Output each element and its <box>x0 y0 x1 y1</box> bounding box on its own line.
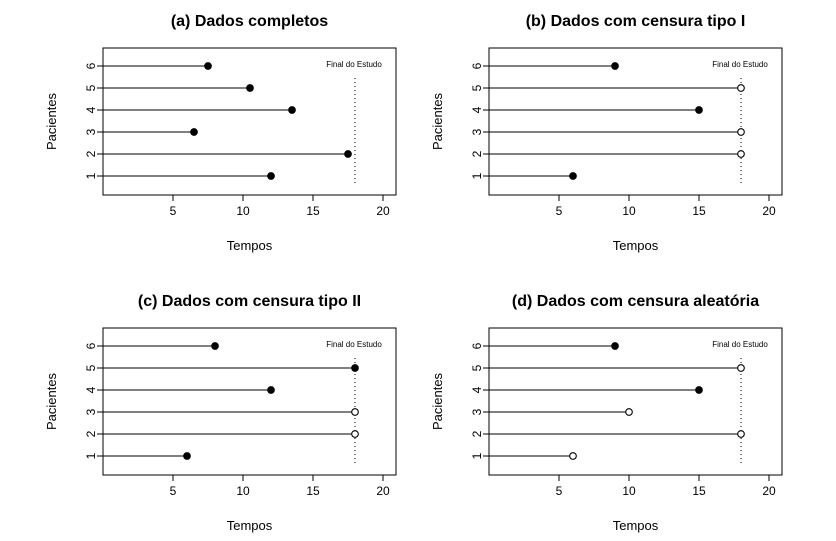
x-tick-label: 10 <box>622 484 636 498</box>
event-point <box>204 62 212 70</box>
event-point <box>695 386 703 394</box>
panel-title: (d) Dados com censura aleatória <box>512 293 759 310</box>
panel-title: (c) Dados com censura tipo II <box>138 293 361 310</box>
study-end-annotation: Final do Estudo <box>712 60 768 69</box>
panel-4: (d) Dados com censura aleatória 5 10 15 20 1 2… <box>430 293 783 533</box>
y-tick-label: 6 <box>84 342 98 349</box>
plot-frame <box>102 327 397 476</box>
x-tick-label: 20 <box>762 484 776 498</box>
x-tick-label: 15 <box>306 204 320 218</box>
y-tick-label: 5 <box>470 364 484 371</box>
x-tick-label: 10 <box>236 204 250 218</box>
y-tick-label: 1 <box>84 452 98 459</box>
study-end-annotation: Final do Estudo <box>326 60 382 69</box>
x-tick-label: 10 <box>236 484 250 498</box>
x-tick-label: 5 <box>170 204 177 218</box>
y-tick-label: 2 <box>84 430 98 437</box>
y-tick-label: 6 <box>470 342 484 349</box>
y-tick-label: 6 <box>470 62 484 69</box>
y-tick-label: 1 <box>84 172 98 179</box>
x-tick-label: 15 <box>692 484 706 498</box>
event-point <box>344 150 352 158</box>
y-tick-label: 1 <box>470 452 484 459</box>
x-axis-label: Tempos <box>613 238 659 253</box>
x-tick-label: 20 <box>376 484 390 498</box>
event-point <box>183 452 191 460</box>
y-tick-label: 3 <box>84 408 98 415</box>
y-axis-label: Pacientes <box>430 92 445 150</box>
censored-point <box>737 430 745 438</box>
x-tick-label: 10 <box>622 204 636 218</box>
y-axis-label: Pacientes <box>44 372 59 430</box>
study-end-annotation: Final do Estudo <box>326 340 382 349</box>
y-tick-label: 5 <box>84 364 98 371</box>
censored-point <box>625 408 633 416</box>
x-tick-label: 5 <box>556 484 563 498</box>
panel-2: (b) Dados com censura tipo I 5 10 15 20 1 2 3 4 5… <box>430 13 783 253</box>
plot-frame <box>488 327 783 476</box>
y-axis-label: Pacientes <box>44 92 59 150</box>
y-tick-label: 3 <box>470 128 484 135</box>
censored-point <box>737 364 745 372</box>
event-point <box>267 172 275 180</box>
x-tick-label: 15 <box>692 204 706 218</box>
x-tick-label: 15 <box>306 484 320 498</box>
event-point <box>695 106 703 114</box>
y-tick-label: 4 <box>84 386 98 393</box>
y-tick-label: 3 <box>84 128 98 135</box>
x-axis-label: Tempos <box>227 518 273 533</box>
event-point <box>288 106 296 114</box>
censored-point <box>351 408 359 416</box>
y-tick-label: 6 <box>84 62 98 69</box>
plot-frame <box>102 47 397 196</box>
censored-point <box>351 430 359 438</box>
x-tick-label: 5 <box>556 204 563 218</box>
x-tick-label: 20 <box>762 204 776 218</box>
event-point <box>611 342 619 350</box>
censored-point <box>737 84 745 92</box>
y-tick-label: 5 <box>470 84 484 91</box>
panel-title: (b) Dados com censura tipo I <box>526 13 746 30</box>
event-point <box>611 62 619 70</box>
panel-1: (a) Dados completos 5 10 15 20 1 2 3 4 5 6 Tempos Pa… <box>44 13 397 253</box>
y-tick-label: 3 <box>470 408 484 415</box>
panel-title: (a) Dados completos <box>171 13 328 30</box>
event-point <box>351 364 359 372</box>
y-tick-label: 5 <box>84 84 98 91</box>
censored-point <box>569 452 577 460</box>
x-axis-label: Tempos <box>613 518 659 533</box>
y-tick-label: 2 <box>84 150 98 157</box>
study-end-annotation: Final do Estudo <box>712 340 768 349</box>
plot-frame <box>488 47 783 196</box>
y-tick-label: 4 <box>470 386 484 393</box>
x-tick-label: 5 <box>170 484 177 498</box>
y-axis-label: Pacientes <box>430 372 445 430</box>
y-tick-label: 2 <box>470 430 484 437</box>
event-point <box>211 342 219 350</box>
y-tick-label: 2 <box>470 150 484 157</box>
event-point <box>569 172 577 180</box>
y-tick-label: 4 <box>470 106 484 113</box>
panel-3: (c) Dados com censura tipo II 5 10 15 20 1 2 3 4… <box>44 293 397 533</box>
x-tick-label: 20 <box>376 204 390 218</box>
x-axis-label: Tempos <box>227 238 273 253</box>
event-point <box>267 386 275 394</box>
censored-point <box>737 128 745 136</box>
event-point <box>190 128 198 136</box>
censored-point <box>737 150 745 158</box>
y-tick-label: 4 <box>84 106 98 113</box>
y-tick-label: 1 <box>470 172 484 179</box>
event-point <box>246 84 254 92</box>
